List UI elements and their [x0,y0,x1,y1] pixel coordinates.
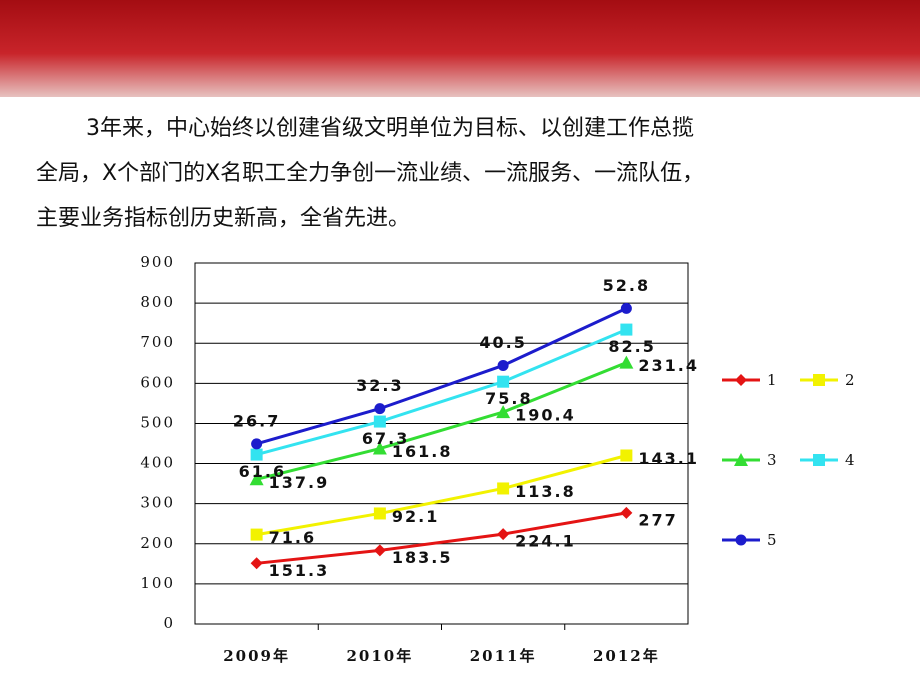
series-line [256,454,627,537]
data-label: 40.5 [479,333,526,352]
data-label: 190.4 [515,406,576,425]
data-label: 52.8 [603,276,650,295]
paragraph-line: 主要业务指标创历史新高，全省先进。 [36,206,411,231]
y-tick-label: 400 [140,454,175,472]
paragraph-line: 全局，X个部门的X名职工全力争创一流业绩、一流服务、一流队伍， [36,161,705,186]
marker [372,441,387,455]
data-label: 32.3 [356,376,403,395]
series-line [256,307,628,446]
data-label: 82.5 [608,337,655,356]
y-tick-label: 200 [140,534,175,552]
data-label: 26.7 [233,411,280,430]
paragraph-line: 3年来，中心始终以创建省级文明单位为目标、以创建工作总揽 [86,116,694,141]
marker [735,374,747,386]
data-label: 67.3 [362,429,409,448]
marker [620,323,633,336]
marker [619,355,634,369]
marker [251,438,263,450]
banner [0,0,920,97]
data-label: 143.1 [638,449,699,468]
marker [735,534,747,546]
data-label: 277 [638,510,677,529]
marker [497,375,510,388]
marker [813,374,825,386]
marker [497,528,510,541]
legend-label: 3 [767,451,779,469]
series-line [256,511,627,565]
marker [250,528,263,541]
marker [373,415,386,428]
marker [373,544,386,557]
data-label: 75.8 [485,389,532,408]
marker [249,472,264,486]
data-label: 231.4 [638,356,699,375]
data-label: 113.8 [515,482,576,501]
marker [620,449,633,462]
legend-label: 4 [845,451,857,469]
marker [250,448,263,461]
marker [497,482,510,495]
marker [374,403,386,415]
y-tick-label: 700 [140,333,175,351]
y-tick-label: 300 [140,494,175,512]
marker [620,302,632,314]
legend-label: 5 [767,531,779,549]
data-label: 151.3 [269,561,330,580]
paragraph: 3年来，中心始终以创建省级文明单位为目标、以创建工作总揽 全局，X个部门的X名职… [36,106,896,241]
data-label: 92.1 [392,507,439,526]
marker [496,405,511,419]
y-tick-label: 600 [140,373,175,391]
data-label: 183.5 [392,548,453,567]
x-tick-label: 2011年 [470,647,537,665]
x-tick-label: 2012年 [593,647,660,665]
marker [250,557,263,570]
series-line [256,361,627,481]
marker [497,359,509,371]
y-tick-label: 900 [140,253,175,271]
data-label: 71.6 [269,528,316,547]
marker [373,507,386,520]
data-label: 161.8 [392,442,453,461]
legend-label: 2 [845,371,857,389]
data-label: 224.1 [515,532,576,551]
x-tick-label: 2009年 [223,647,290,665]
data-label: 137.9 [269,473,330,492]
marker [620,506,633,519]
y-tick-label: 100 [140,574,175,592]
y-tick-label: 0 [163,614,175,632]
x-tick-label: 2010年 [347,647,414,665]
marker [734,453,748,466]
y-tick-label: 500 [140,413,175,431]
series-line [256,328,627,457]
data-label: 61.6 [239,462,286,481]
legend-label: 1 [767,371,779,389]
marker [813,454,825,466]
y-tick-label: 800 [140,293,175,311]
